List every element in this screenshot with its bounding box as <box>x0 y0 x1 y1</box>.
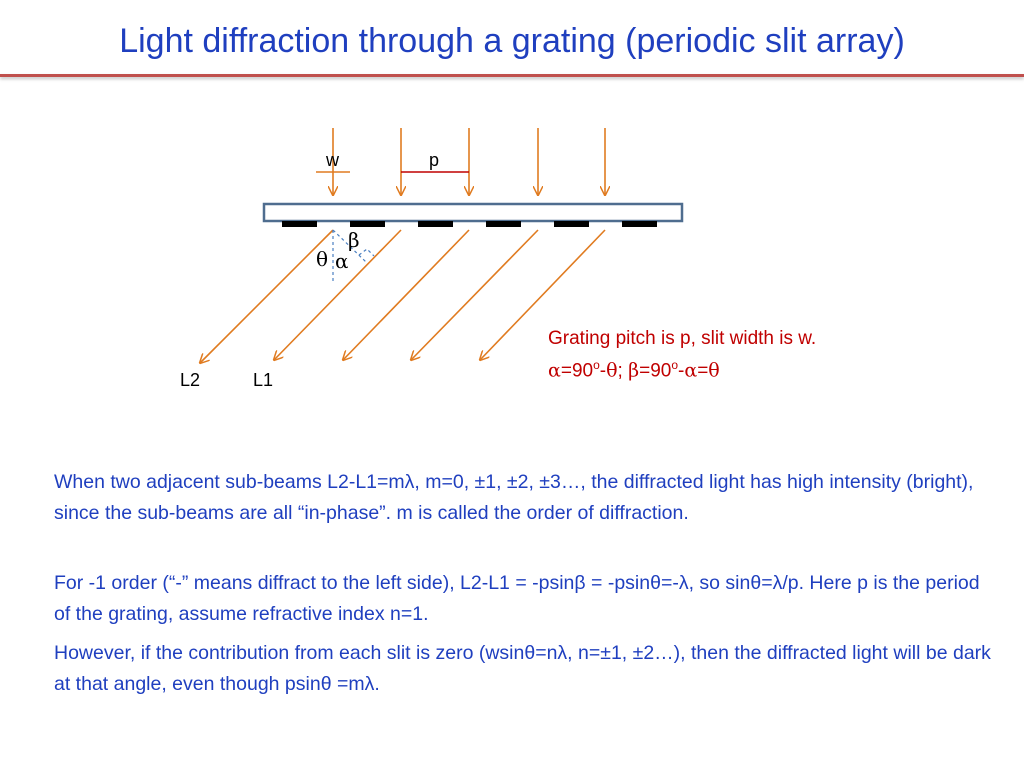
diffracted-beam <box>480 229 606 360</box>
slit-bar <box>622 221 657 227</box>
note-beta: β <box>628 359 640 382</box>
grating-note: Grating pitch is p, slit width is w. α=9… <box>548 326 816 384</box>
grating-plate <box>262 202 684 223</box>
slit-bar <box>418 221 453 227</box>
L1-label: L1 <box>253 370 274 390</box>
diffracted-beam-L2 <box>200 229 334 363</box>
grating-note-line2: α=90o-θ; β=90o-α=θ <box>548 358 720 382</box>
paragraph-dark-condition: However, if the contribution from each s… <box>54 642 991 695</box>
p-label: p <box>429 150 440 170</box>
theta-label: θ <box>316 247 329 271</box>
diffracted-beam-L1 <box>274 229 402 360</box>
slit-bars <box>282 221 657 227</box>
grating-diagram <box>0 128 684 460</box>
title-divider <box>0 74 1024 77</box>
alpha-label: α <box>335 249 349 273</box>
slide-title: Light diffraction through a grating (per… <box>119 22 905 60</box>
note-alpha: α <box>548 359 561 382</box>
paragraph-bright-condition: When two adjacent sub-beams L2-L1=mλ, m=… <box>54 471 974 524</box>
w-label: w <box>326 150 339 170</box>
diffracted-beam <box>343 229 470 360</box>
slit-bar <box>282 221 317 227</box>
right-angle-mark <box>358 248 375 257</box>
slit-bar <box>554 221 589 227</box>
note-theta: θ <box>606 359 618 382</box>
angle-guides <box>332 229 375 282</box>
paragraph-first-order: For -1 order (“-” means diffract to the … <box>54 572 980 625</box>
beta-label: β <box>348 228 360 252</box>
note-alpha: α <box>684 359 698 382</box>
note-theta: θ <box>708 359 720 382</box>
L2-label: L2 <box>180 370 201 390</box>
diffracted-beam <box>411 229 539 360</box>
perpendicular-guide <box>332 229 367 263</box>
diffracted-beams <box>200 229 606 363</box>
slit-bar <box>350 221 385 227</box>
incident-beams <box>333 128 605 195</box>
grating-note-line1: Grating pitch is p, slit width is w. <box>548 328 817 349</box>
slit-bar <box>486 221 521 227</box>
